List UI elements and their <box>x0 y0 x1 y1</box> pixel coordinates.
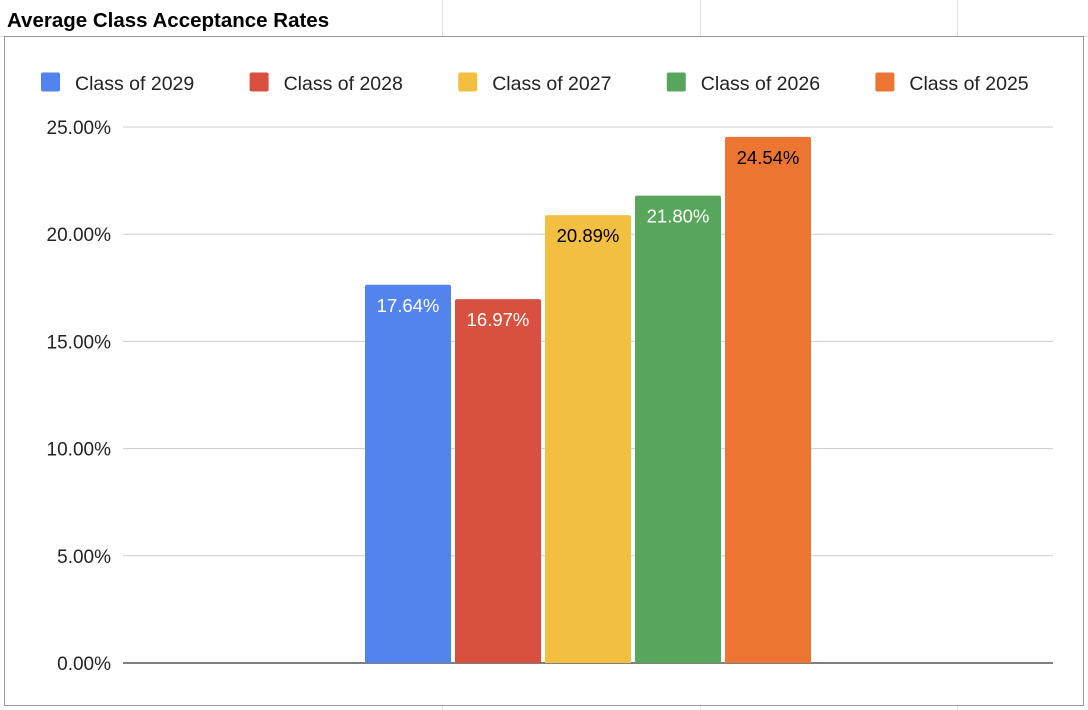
bar <box>455 299 541 663</box>
bar <box>725 136 811 663</box>
legend-label: Class of 2029 <box>75 73 194 95</box>
y-tick-label: 10.00% <box>47 440 112 461</box>
chart-container[interactable]: 0.00% 5.00% 10.00% 15.00% 20.00% 25.00% Class … <box>4 36 1084 706</box>
title-cell[interactable]: Average Class Acceptance Rates <box>0 0 442 36</box>
y-tick-label: 0.00% <box>57 654 111 675</box>
data-label: 21.80% <box>647 206 710 227</box>
bar <box>365 284 451 663</box>
legend-swatch <box>458 72 478 92</box>
legend-label: Class of 2028 <box>284 73 403 95</box>
y-tick-label: 15.00% <box>47 332 112 353</box>
data-label: 16.97% <box>467 309 530 330</box>
data-label: 20.89% <box>557 225 620 246</box>
y-tick-label: 25.00% <box>47 118 112 139</box>
legend-swatch <box>666 72 686 92</box>
bar <box>545 215 631 663</box>
legend-label: Class of 2025 <box>909 73 1028 95</box>
legend-label: Class of 2026 <box>701 73 820 95</box>
data-label: 24.54% <box>737 147 800 168</box>
bar <box>635 195 721 663</box>
legend-swatch <box>875 72 895 92</box>
y-tick-label: 20.00% <box>47 225 112 246</box>
legend-swatch <box>41 72 60 92</box>
y-tick-label: 5.00% <box>57 547 111 568</box>
bar-chart: 0.00% 5.00% 10.00% 15.00% 20.00% 25.00% Class … <box>41 72 1053 675</box>
data-label: 17.64% <box>377 295 440 316</box>
legend-swatch <box>249 72 269 92</box>
chart-title: Average Class Acceptance Rates <box>7 9 330 32</box>
legend-label: Class of 2027 <box>492 73 611 95</box>
